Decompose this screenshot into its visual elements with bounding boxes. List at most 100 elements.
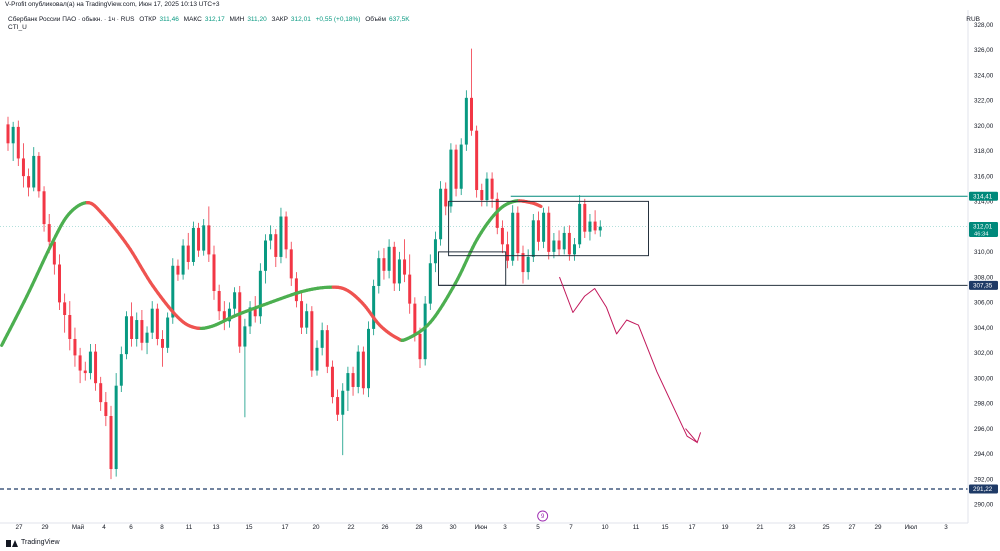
candle-body [315,347,319,371]
candle-body [377,258,381,286]
candle-body [305,311,309,328]
candle-body [27,176,31,188]
price-tick-label: 304,00 [974,325,994,332]
candle-body [449,149,453,207]
candle-body [279,216,283,257]
candle-body [511,212,515,261]
candle-body [104,402,108,416]
candle-body [202,225,206,251]
candle-body [166,317,170,348]
price-tag-label: 291,22 [973,486,993,493]
candle-body [227,308,231,322]
price-tag-bg [969,191,998,201]
candle-body [325,330,329,367]
candle-body [361,351,365,389]
candle-body [155,308,159,339]
time-tick-label: 7 [569,524,573,531]
time-tick-label: 25 [822,524,830,531]
axes: 290,00 292,00 294,00 296,00 298,00 300,00 302,… [0,10,994,531]
candle-body [269,234,273,241]
time-tick-label: 23 [788,524,796,531]
candle-body [356,351,360,387]
candle-body [500,227,504,245]
candle-body [145,332,149,343]
candle-body [567,232,571,255]
price-tag-bg [969,484,998,494]
candle-body [284,216,288,250]
candle-body [346,373,350,391]
close-value: 312,01 [290,16,311,23]
candle-body [454,149,458,189]
candle-body [598,226,602,231]
price-tick-label: 328,00 [974,22,994,29]
session-marker-label: 9 [541,514,545,520]
candle-body [418,333,422,360]
candle-body [542,212,546,242]
candles [6,48,602,480]
candle-body [392,246,396,284]
candle-body [413,303,417,334]
time-tick-label: Июн [475,524,488,531]
time-tick-label: 6 [129,524,133,531]
cti-curve [0,199,543,347]
time-tick-label: 3 [944,524,948,531]
candle-body [573,244,576,255]
price-tag-label: 312,01 [973,224,993,231]
candle-body [464,97,468,145]
candle-body [336,397,340,415]
indicator-label[interactable]: CTI_U [8,24,27,31]
price-tick-label: 324,00 [974,72,994,79]
time-tick-label: 13 [212,524,220,531]
price-tick-label: 294,00 [974,451,994,458]
time-tick-label: 17 [688,524,696,531]
time-tick-label: 27 [15,524,23,531]
range-box-1 [448,200,649,257]
candle-body [300,301,304,328]
time-tick-label: 20 [312,524,320,531]
candle-body [238,292,242,347]
candle-body [490,178,494,199]
candle-body [21,158,25,177]
candle-body [367,328,370,389]
time-tick-label: 28 [415,524,423,531]
candle-body [94,351,98,384]
candle-body [258,270,262,317]
candle-body [351,373,355,387]
candle-body [583,203,587,232]
candle-body [387,246,391,271]
currency-label[interactable]: RUB [966,16,980,23]
candle-body [248,307,252,327]
candle-body [83,370,87,374]
candle-body [428,263,432,304]
time-tick-label: 8 [160,524,164,531]
high-value: 312,17 [204,16,225,23]
candle-body [78,355,82,371]
candle-body [68,315,72,339]
candle-body [114,385,118,470]
time-tick-label: 10 [601,524,609,531]
price-tick-label: 290,00 [974,502,994,509]
candle-body [37,155,41,192]
candle-body [397,259,401,284]
candle-body [403,259,407,275]
projection [559,276,702,444]
candle-body [521,253,525,273]
publish-caption: V-Profit опубликовал(а) на TradingView.c… [5,1,220,8]
candle-body [52,241,56,265]
time-tick-label: 26 [381,524,389,531]
candle-body [480,190,484,201]
time-tick-label: 21 [756,524,764,531]
time-tick-label: 27 [848,524,856,531]
price-tag-bg [969,280,998,290]
candle-body [130,316,134,339]
candle-body [233,292,237,309]
candle-body [433,239,437,264]
low-label: МИН [229,16,245,23]
price-tick-label: 314,00 [974,199,994,206]
candle-body [88,351,92,374]
time-tick-label: 19 [721,524,729,531]
symbol-label[interactable]: Сбербанк России ПАО · обыкн. · 1ч · RUS [8,16,135,23]
candle-body [274,234,278,257]
